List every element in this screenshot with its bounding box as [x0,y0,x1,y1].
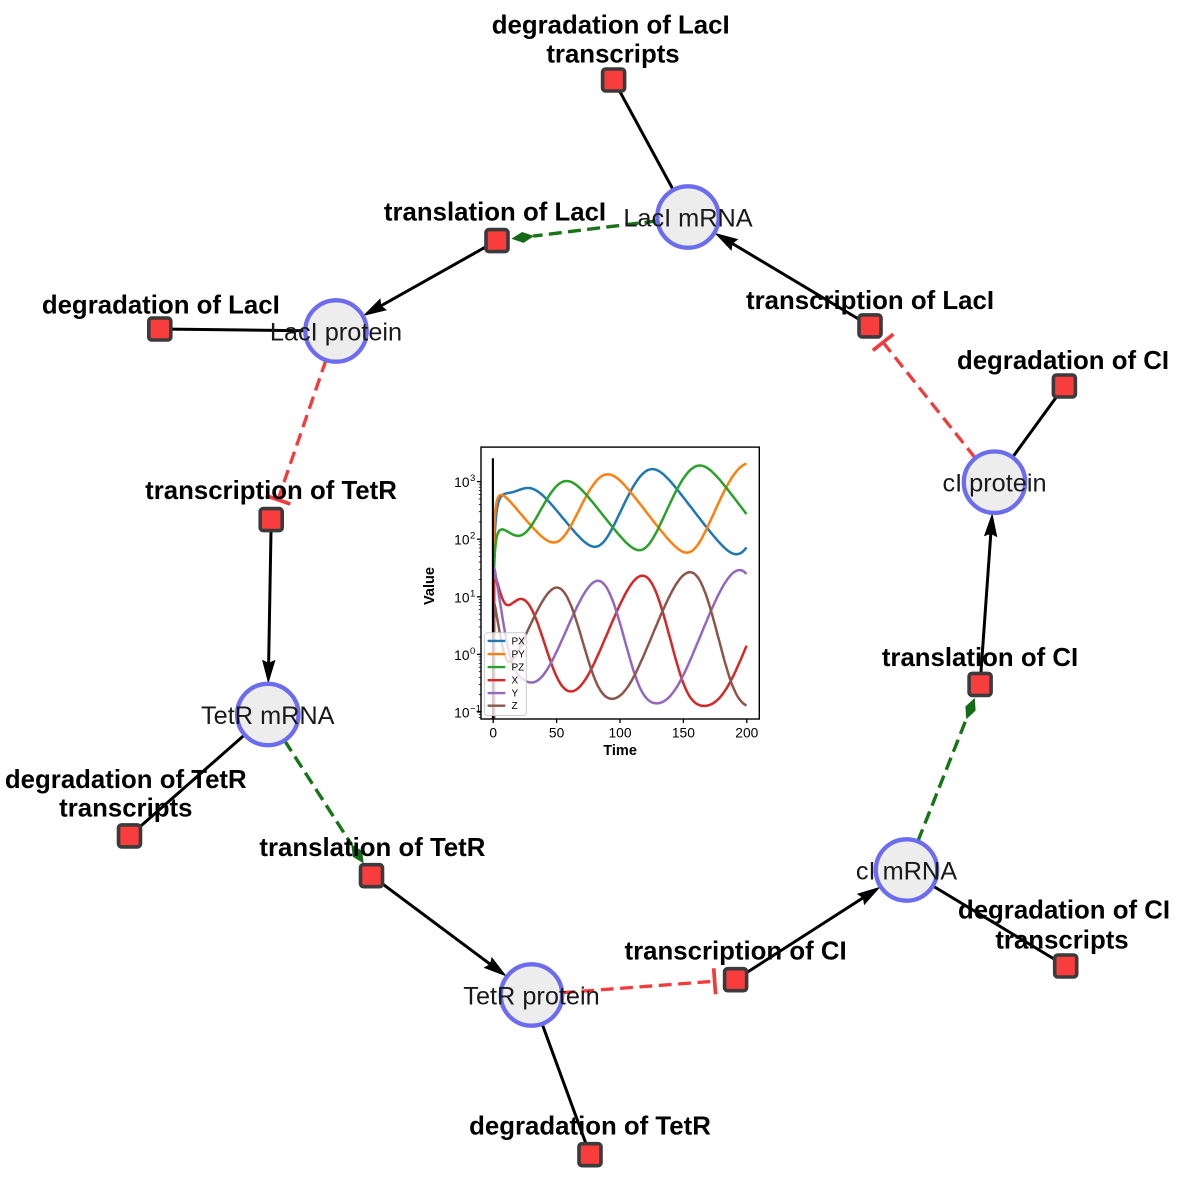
svg-text:degradation of TetR: degradation of TetR [469,1113,711,1141]
svg-text:translation of LacI: translation of LacI [384,199,606,227]
svg-text:cI mRNA: cI mRNA [856,858,957,886]
svg-text:PY: PY [512,650,526,661]
svg-text:degradation of LacI: degradation of LacI [492,12,730,40]
svg-text:degradation of TetR: degradation of TetR [5,766,247,794]
svg-text:1: 1 [470,588,475,599]
svg-text:3: 3 [470,473,475,484]
svg-text:PX: PX [512,636,526,647]
svg-text:0: 0 [489,726,497,741]
svg-text:Y: Y [512,689,519,700]
svg-text:10: 10 [454,533,470,548]
svg-text:100: 100 [608,726,631,741]
svg-text:degradation of CI: degradation of CI [957,347,1169,375]
svg-text:translation of TetR: translation of TetR [259,834,485,862]
svg-text:degradation of LacI: degradation of LacI [42,292,280,320]
svg-text:10: 10 [454,590,470,605]
svg-text:200: 200 [735,726,758,741]
svg-text:transcripts: transcripts [995,927,1128,955]
svg-text:0: 0 [470,646,475,657]
svg-text:Z: Z [512,701,518,712]
svg-text:TetR mRNA: TetR mRNA [201,702,335,730]
svg-text:10: 10 [454,706,470,721]
svg-text:TetR protein: TetR protein [463,983,599,1011]
svg-text:LacI protein: LacI protein [270,319,402,347]
svg-text:translation of CI: translation of CI [882,644,1078,672]
svg-text:transcription of CI: transcription of CI [625,938,847,966]
svg-text:X: X [512,676,519,687]
svg-text:PZ: PZ [512,663,525,674]
svg-text:transcripts: transcripts [59,795,192,823]
svg-text:Value: Value [422,567,438,605]
svg-text:transcription of TetR: transcription of TetR [145,477,397,505]
svg-text:Time: Time [603,743,637,759]
svg-text:LacI mRNA: LacI mRNA [623,205,752,233]
svg-text:50: 50 [549,726,565,741]
svg-text:10: 10 [454,475,470,490]
svg-text:10: 10 [454,648,470,663]
svg-text:−1: −1 [470,704,481,715]
svg-text:cI protein: cI protein [942,470,1046,498]
svg-text:degradation of CI: degradation of CI [958,897,1170,925]
svg-text:2: 2 [470,531,475,542]
svg-text:transcription of LacI: transcription of LacI [746,287,994,315]
svg-text:transcripts: transcripts [546,41,679,69]
svg-text:150: 150 [672,726,695,741]
